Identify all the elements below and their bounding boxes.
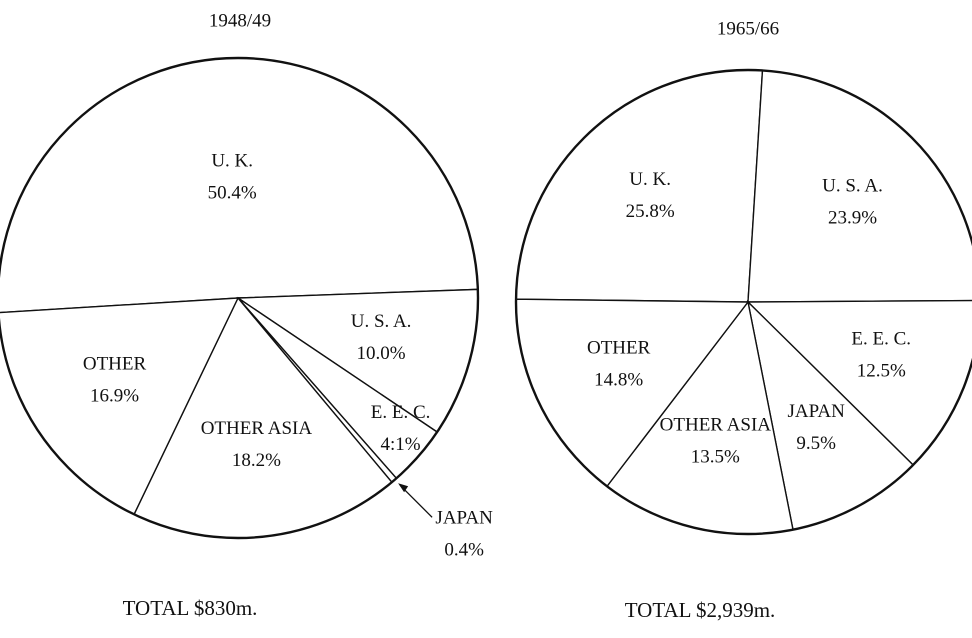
slice-label: OTHER [587,337,651,358]
slice-value: 12.5% [857,361,906,382]
slice-label: U. S. A. [351,311,412,332]
slice-label: E. E. C. [851,329,911,350]
slice-value: 9.5% [796,433,836,454]
slice-value: 4:1% [381,434,421,455]
slice-label: JAPAN [435,508,493,529]
slice-label: OTHER ASIA [660,414,772,435]
slice-value: 13.5% [691,446,740,467]
pie-rim [514,68,972,536]
slice-label: U. K. [629,169,671,190]
pie-title: 1948/49 [209,10,271,31]
slice-value: 14.8% [594,369,643,390]
slice-value: 10.0% [357,343,406,364]
slice-label: JAPAN [787,401,845,422]
slice-label: U. K. [211,151,253,172]
arrow-head [398,483,409,493]
slice-value: 50.4% [208,183,257,204]
slice-label: OTHER [83,353,147,374]
slice-value: 16.9% [90,385,139,406]
slice-value: 23.9% [828,208,877,229]
pie-title: 1965/66 [717,18,779,39]
pie-total: TOTAL $2,939m. [625,598,776,622]
slice-value: 18.2% [232,450,281,471]
slice-label: E. E. C. [371,402,431,423]
slice-value: 0.4% [444,540,484,561]
pie-total: TOTAL $830m. [123,596,258,620]
slice-value: 25.8% [626,201,675,222]
pie-rim [0,56,480,540]
slice-label: OTHER ASIA [201,418,313,439]
leader-arrow [399,484,433,518]
slice-label: U. S. A. [822,176,883,197]
